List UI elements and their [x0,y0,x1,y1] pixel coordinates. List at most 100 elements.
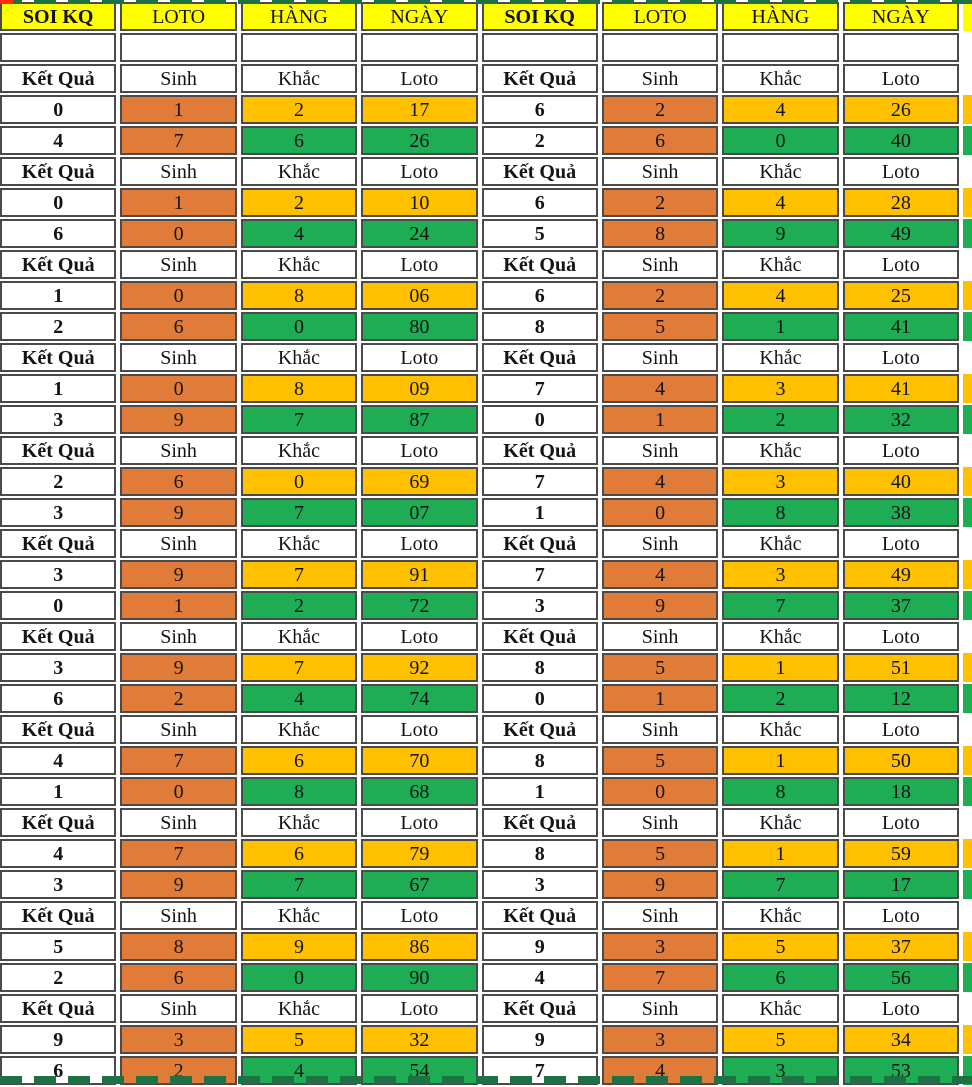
sinh-value-cell[interactable]: 4 [601,560,719,589]
loto-value-cell[interactable]: 28 [842,188,959,217]
khac-value-cell[interactable]: 0 [240,467,358,496]
loto-label-cell[interactable]: Loto [842,436,959,465]
result-cell[interactable]: 4 [0,746,117,775]
loto-value-cell[interactable]: 72 [361,591,478,620]
khac-value-cell[interactable]: 0 [240,963,358,992]
sinh-value-cell[interactable]: 0 [120,374,237,403]
khac-value-cell[interactable]: 3 [722,560,839,589]
result-cell[interactable]: 3 [0,498,117,527]
khac-value-cell[interactable]: 7 [240,653,358,682]
khac-value-cell[interactable]: 4 [722,95,839,124]
result-cell[interactable]: 1 [0,281,117,310]
result-cell[interactable]: 6 [481,188,598,217]
loto-label-cell[interactable]: Loto [361,622,478,651]
loto-label-cell[interactable]: Loto [842,343,959,372]
loto-value-cell[interactable]: 40 [842,467,959,496]
result-label-cell[interactable]: Kết Quả [481,715,598,744]
column-header-cell[interactable]: LOTO [601,2,719,31]
sinh-value-cell[interactable]: 5 [601,653,719,682]
loto-value-cell[interactable]: 32 [361,1025,478,1054]
khac-value-cell[interactable]: 6 [722,963,839,992]
result-cell[interactable]: 6 [481,95,598,124]
khac-value-cell[interactable]: 9 [722,219,839,248]
result-cell[interactable]: 9 [481,932,598,961]
result-label-cell[interactable]: Kết Quả [0,622,117,651]
result-cell[interactable]: 0 [481,405,598,434]
result-label-cell[interactable]: Kết Quả [481,808,598,837]
result-cell[interactable]: 8 [481,653,598,682]
khac-value-cell[interactable]: 7 [722,591,839,620]
sinh-value-cell[interactable]: 9 [120,560,237,589]
empty-cell[interactable] [361,33,478,62]
khac-label-cell[interactable]: Khắc [722,64,839,93]
empty-cell[interactable] [842,33,959,62]
khac-label-cell[interactable]: Khắc [722,622,839,651]
sinh-value-cell[interactable]: 2 [120,684,237,713]
khac-label-cell[interactable]: Khắc [240,436,358,465]
khac-label-cell[interactable]: Khắc [240,529,358,558]
empty-cell[interactable] [0,33,117,62]
result-cell[interactable]: 7 [481,467,598,496]
result-cell[interactable]: 8 [481,312,598,341]
khac-label-cell[interactable]: Khắc [722,529,839,558]
loto-label-cell[interactable]: Loto [361,250,478,279]
loto-value-cell[interactable]: 07 [361,498,478,527]
loto-label-cell[interactable]: Loto [842,64,959,93]
result-cell[interactable]: 9 [0,1025,117,1054]
result-label-cell[interactable]: Kết Quả [481,250,598,279]
sinh-value-cell[interactable]: 9 [120,405,237,434]
sinh-label-cell[interactable]: Sinh [601,343,719,372]
loto-value-cell[interactable]: 56 [842,963,959,992]
loto-label-cell[interactable]: Loto [361,901,478,930]
loto-label-cell[interactable]: Loto [361,64,478,93]
sinh-value-cell[interactable]: 0 [120,219,237,248]
sinh-value-cell[interactable]: 0 [601,498,719,527]
sinh-value-cell[interactable]: 2 [601,188,719,217]
sinh-value-cell[interactable]: 2 [601,281,719,310]
loto-value-cell[interactable]: 91 [361,560,478,589]
column-header-cell[interactable]: NGÀY [361,2,478,31]
khac-value-cell[interactable]: 2 [240,591,358,620]
loto-value-cell[interactable]: 34 [842,1025,959,1054]
sinh-label-cell[interactable]: Sinh [601,436,719,465]
result-cell[interactable]: 8 [481,839,598,868]
sinh-value-cell[interactable]: 3 [601,1025,719,1054]
loto-value-cell[interactable]: 86 [361,932,478,961]
sinh-value-cell[interactable]: 6 [120,963,237,992]
loto-value-cell[interactable]: 67 [361,870,478,899]
sinh-value-cell[interactable]: 8 [601,219,719,248]
sinh-label-cell[interactable]: Sinh [120,715,237,744]
result-cell[interactable]: 1 [481,498,598,527]
loto-label-cell[interactable]: Loto [842,901,959,930]
khac-value-cell[interactable]: 4 [240,684,358,713]
loto-value-cell[interactable]: 70 [361,746,478,775]
sinh-value-cell[interactable]: 0 [601,777,719,806]
loto-value-cell[interactable]: 26 [842,95,959,124]
result-cell[interactable]: 3 [481,591,598,620]
sinh-label-cell[interactable]: Sinh [601,64,719,93]
empty-cell[interactable] [722,33,839,62]
result-label-cell[interactable]: Kết Quả [0,529,117,558]
khac-value-cell[interactable]: 2 [240,95,358,124]
sinh-label-cell[interactable]: Sinh [601,622,719,651]
loto-label-cell[interactable]: Loto [842,250,959,279]
result-cell[interactable]: 2 [0,467,117,496]
result-cell[interactable]: 3 [0,653,117,682]
result-label-cell[interactable]: Kết Quả [0,343,117,372]
result-cell[interactable]: 7 [481,560,598,589]
sinh-label-cell[interactable]: Sinh [120,994,237,1023]
khac-value-cell[interactable]: 7 [240,405,358,434]
sinh-value-cell[interactable]: 9 [601,591,719,620]
result-label-cell[interactable]: Kết Quả [481,901,598,930]
khac-label-cell[interactable]: Khắc [240,157,358,186]
sinh-label-cell[interactable]: Sinh [120,622,237,651]
khac-label-cell[interactable]: Khắc [722,157,839,186]
khac-value-cell[interactable]: 8 [240,777,358,806]
sinh-value-cell[interactable]: 6 [601,126,719,155]
loto-value-cell[interactable]: 49 [842,219,959,248]
column-header-cell[interactable]: SOI KQ [481,2,598,31]
sinh-value-cell[interactable]: 5 [601,839,719,868]
loto-value-cell[interactable]: 59 [842,839,959,868]
sinh-value-cell[interactable]: 1 [120,591,237,620]
loto-value-cell[interactable]: 26 [361,126,478,155]
